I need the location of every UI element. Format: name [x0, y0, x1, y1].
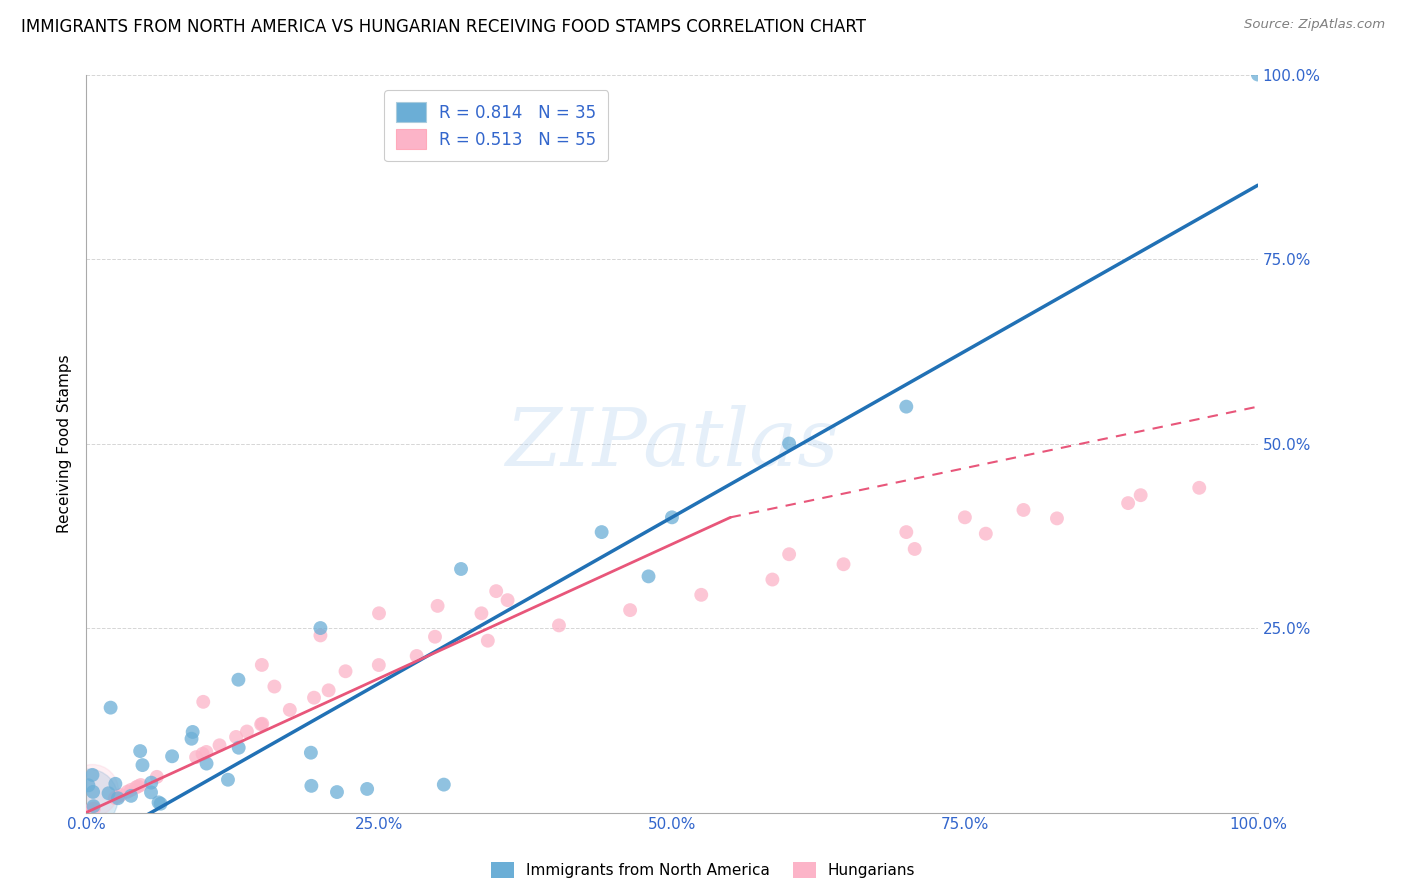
Point: [619, 603, 641, 617]
Point: [76, 805, 98, 819]
Legend: Immigrants from North America, Hungarians: Immigrants from North America, Hungarian…: [485, 856, 921, 884]
Point: [83, 799, 105, 814]
Point: [160, 749, 183, 764]
Point: [117, 784, 139, 798]
Point: [193, 695, 215, 709]
Legend: R = 0.814   N = 35, R = 0.513   N = 55: R = 0.814 N = 35, R = 0.513 N = 55: [384, 90, 607, 161]
Point: [953, 510, 976, 524]
Point: [661, 510, 683, 524]
Point: [778, 436, 800, 450]
Point: [79, 804, 101, 818]
Point: [470, 607, 492, 621]
Point: [309, 621, 332, 635]
Point: [184, 750, 207, 764]
Point: [82, 768, 104, 782]
Point: [263, 680, 285, 694]
Point: [125, 780, 148, 795]
Point: [195, 756, 218, 771]
Point: [1012, 503, 1035, 517]
Point: [318, 683, 340, 698]
Point: [1188, 481, 1211, 495]
Point: [477, 633, 499, 648]
Point: [302, 690, 325, 705]
Point: [496, 593, 519, 607]
Point: [120, 782, 142, 797]
Point: [367, 658, 389, 673]
Point: [974, 526, 997, 541]
Point: [548, 618, 571, 632]
Point: [426, 599, 449, 613]
Point: [180, 731, 202, 746]
Point: [450, 562, 472, 576]
Text: ZIPatlas: ZIPatlas: [505, 405, 839, 483]
Point: [335, 665, 357, 679]
Point: [1129, 488, 1152, 502]
Point: [309, 628, 332, 642]
Point: [139, 785, 162, 799]
Point: [832, 558, 855, 572]
Point: [146, 770, 169, 784]
Point: [100, 700, 122, 714]
Point: [250, 657, 273, 672]
Point: [104, 777, 127, 791]
Point: [761, 573, 783, 587]
Point: [191, 747, 214, 761]
Point: [129, 778, 152, 792]
Point: [195, 745, 218, 759]
Point: [181, 725, 204, 739]
Point: [225, 730, 247, 744]
Point: [278, 703, 301, 717]
Point: [1046, 511, 1069, 525]
Point: [299, 779, 322, 793]
Point: [1116, 496, 1139, 510]
Point: [217, 772, 239, 787]
Point: [127, 780, 149, 794]
Point: [485, 584, 508, 599]
Point: [148, 796, 170, 810]
Point: [433, 778, 456, 792]
Point: [299, 746, 322, 760]
Point: [77, 790, 100, 805]
Point: [356, 781, 378, 796]
Point: [77, 778, 100, 792]
Point: [228, 673, 250, 687]
Point: [904, 541, 927, 556]
Point: [80, 783, 103, 797]
Point: [97, 786, 120, 800]
Point: [110, 788, 132, 802]
Point: [141, 775, 163, 789]
Point: [120, 789, 142, 803]
Point: [79, 804, 101, 818]
Point: [896, 400, 918, 414]
Point: [104, 791, 127, 805]
Point: [591, 525, 613, 540]
Point: [637, 569, 659, 583]
Point: [83, 801, 105, 815]
Point: [778, 547, 800, 561]
Point: [368, 607, 391, 621]
Point: [82, 802, 104, 816]
Point: [250, 717, 273, 731]
Point: [236, 724, 259, 739]
Point: [131, 758, 153, 772]
Point: [252, 716, 274, 731]
Point: [82, 785, 104, 799]
Point: [129, 744, 152, 758]
Point: [107, 789, 129, 804]
Point: [326, 785, 349, 799]
Point: [896, 525, 918, 540]
Point: [228, 740, 250, 755]
Point: [405, 648, 427, 663]
Text: IMMIGRANTS FROM NORTH AMERICA VS HUNGARIAN RECEIVING FOOD STAMPS CORRELATION CHA: IMMIGRANTS FROM NORTH AMERICA VS HUNGARI…: [21, 18, 866, 36]
Point: [107, 791, 129, 805]
Point: [1247, 68, 1270, 82]
Point: [423, 630, 446, 644]
Text: Source: ZipAtlas.com: Source: ZipAtlas.com: [1244, 18, 1385, 31]
Point: [76, 805, 98, 819]
Point: [208, 739, 231, 753]
Point: [149, 797, 172, 811]
Point: [690, 588, 713, 602]
Y-axis label: Receiving Food Stamps: Receiving Food Stamps: [58, 354, 72, 533]
